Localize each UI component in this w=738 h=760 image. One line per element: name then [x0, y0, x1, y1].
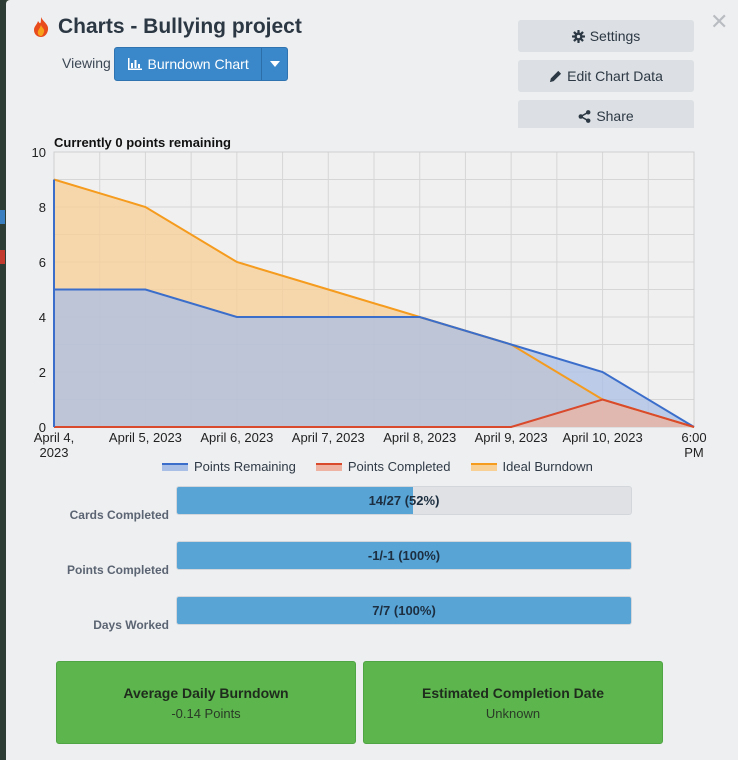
charts-dialog: ✕ Charts - Bullying project Viewing Burn… — [6, 0, 738, 760]
y-tick-label: 4 — [39, 310, 46, 325]
share-icon — [578, 109, 591, 123]
dropdown-toggle[interactable] — [261, 48, 287, 80]
legend-item[interactable]: Points Completed — [315, 459, 451, 474]
page-title: Charts - Bullying project — [58, 15, 302, 38]
progress-bar: -1/-1 (100%) — [176, 541, 632, 570]
legend-swatch — [315, 462, 342, 471]
burndown-chart: 0 2 4 6 8 10 April 4, 2023 April 5, 2023 April 6… — [20, 128, 712, 480]
average-daily-burndown-title: Average Daily Burndown — [123, 684, 289, 701]
stat-label: Cards Completed — [69, 508, 169, 522]
pencil-icon — [550, 70, 562, 82]
progress-text: 14/27 (52%) — [368, 493, 440, 508]
progress-text: -1/-1 (100%) — [367, 548, 441, 563]
x-tick-label: April 5, 2023 — [109, 430, 182, 445]
share-button[interactable]: Share — [518, 100, 694, 132]
background-accent-blue — [0, 210, 5, 224]
y-tick-label: 2 — [39, 365, 46, 380]
series-line — [54, 288, 695, 428]
progress-bar: 14/27 (52%) — [176, 486, 632, 515]
legend-item[interactable]: Ideal Burndown — [470, 459, 593, 474]
legend-label: Points Remaining — [194, 459, 296, 474]
close-icon[interactable]: ✕ — [710, 10, 729, 35]
x-tick-label: April 7, 2023 — [292, 430, 365, 445]
viewing-label: Viewing — [62, 55, 111, 71]
progress-bar: 7/7 (100%) — [176, 596, 632, 625]
background-strip — [0, 0, 6, 760]
chart-type-dropdown[interactable]: Burndown Chart — [114, 47, 288, 81]
progress-fill — [177, 487, 414, 514]
chart-title: Currently 0 points remaining — [54, 135, 231, 150]
share-label: Share — [596, 108, 634, 124]
average-daily-burndown-value: -0.14 Points — [171, 705, 241, 721]
burndown-chart-svg: 0 2 4 6 8 10 April 4,2023 April 5, 2023 April 6… — [20, 128, 712, 480]
stat-label: Days Worked — [93, 618, 169, 632]
x-tick-label: 6:00 — [681, 430, 706, 445]
legend-swatch — [470, 462, 497, 471]
progress-fill — [177, 542, 631, 569]
caret-down-icon — [269, 61, 280, 67]
chart-series — [53, 178, 695, 428]
legend-label: Ideal Burndown — [502, 459, 593, 474]
series-line — [53, 178, 695, 428]
bar-chart-icon — [127, 58, 142, 70]
background-accent-red — [0, 250, 5, 264]
flame-icon — [34, 17, 49, 37]
estimated-completion-card: Estimated Completion Date Unknown — [363, 661, 663, 744]
x-tick-label: April 4, — [34, 430, 74, 445]
settings-button[interactable]: Settings — [518, 20, 694, 52]
chart-type-selected[interactable]: Burndown Chart — [115, 48, 261, 80]
x-tick-label: April 10, 2023 — [562, 430, 642, 445]
x-tick-label: April 6, 2023 — [200, 430, 273, 445]
gear-icon — [571, 29, 585, 43]
series-area — [54, 289, 694, 427]
stat-label: Points Completed — [66, 563, 169, 577]
y-tick-label: 6 — [39, 255, 46, 270]
chart-type-label: Burndown Chart — [147, 56, 249, 72]
y-tick-label: 8 — [39, 200, 46, 215]
x-tick-label: 2023 — [40, 445, 69, 460]
x-axis: April 4,2023 April 5, 2023 April 6, 2023 Ap… — [34, 430, 707, 460]
edit-chart-data-button[interactable]: Edit Chart Data — [518, 60, 694, 92]
y-tick-label: 10 — [32, 145, 46, 160]
chart-legend: Points Remaining Points Completed Ideal Bu… — [162, 459, 613, 474]
legend-item[interactable]: Points Remaining — [162, 459, 296, 474]
series-line — [54, 398, 695, 428]
x-tick-label: April 8, 2023 — [383, 430, 456, 445]
progress-fill — [177, 597, 631, 624]
x-tick-label: April 9, 2023 — [475, 430, 548, 445]
y-axis: 0 2 4 6 8 10 — [32, 145, 46, 435]
settings-label: Settings — [589, 28, 641, 44]
progress-text: 7/7 (100%) — [372, 603, 436, 618]
legend-label: Points Completed — [347, 459, 451, 474]
x-tick-label: PM — [684, 445, 704, 460]
dialog-header: Charts - Bullying project — [32, 13, 302, 41]
edit-chart-data-label: Edit Chart Data — [567, 68, 663, 84]
estimated-completion-title: Estimated Completion Date — [421, 684, 605, 701]
average-daily-burndown-card: Average Daily Burndown -0.14 Points — [56, 661, 356, 744]
estimated-completion-value: Unknown — [485, 705, 541, 721]
legend-swatch — [162, 462, 188, 471]
y-tick-label: 0 — [39, 420, 46, 435]
